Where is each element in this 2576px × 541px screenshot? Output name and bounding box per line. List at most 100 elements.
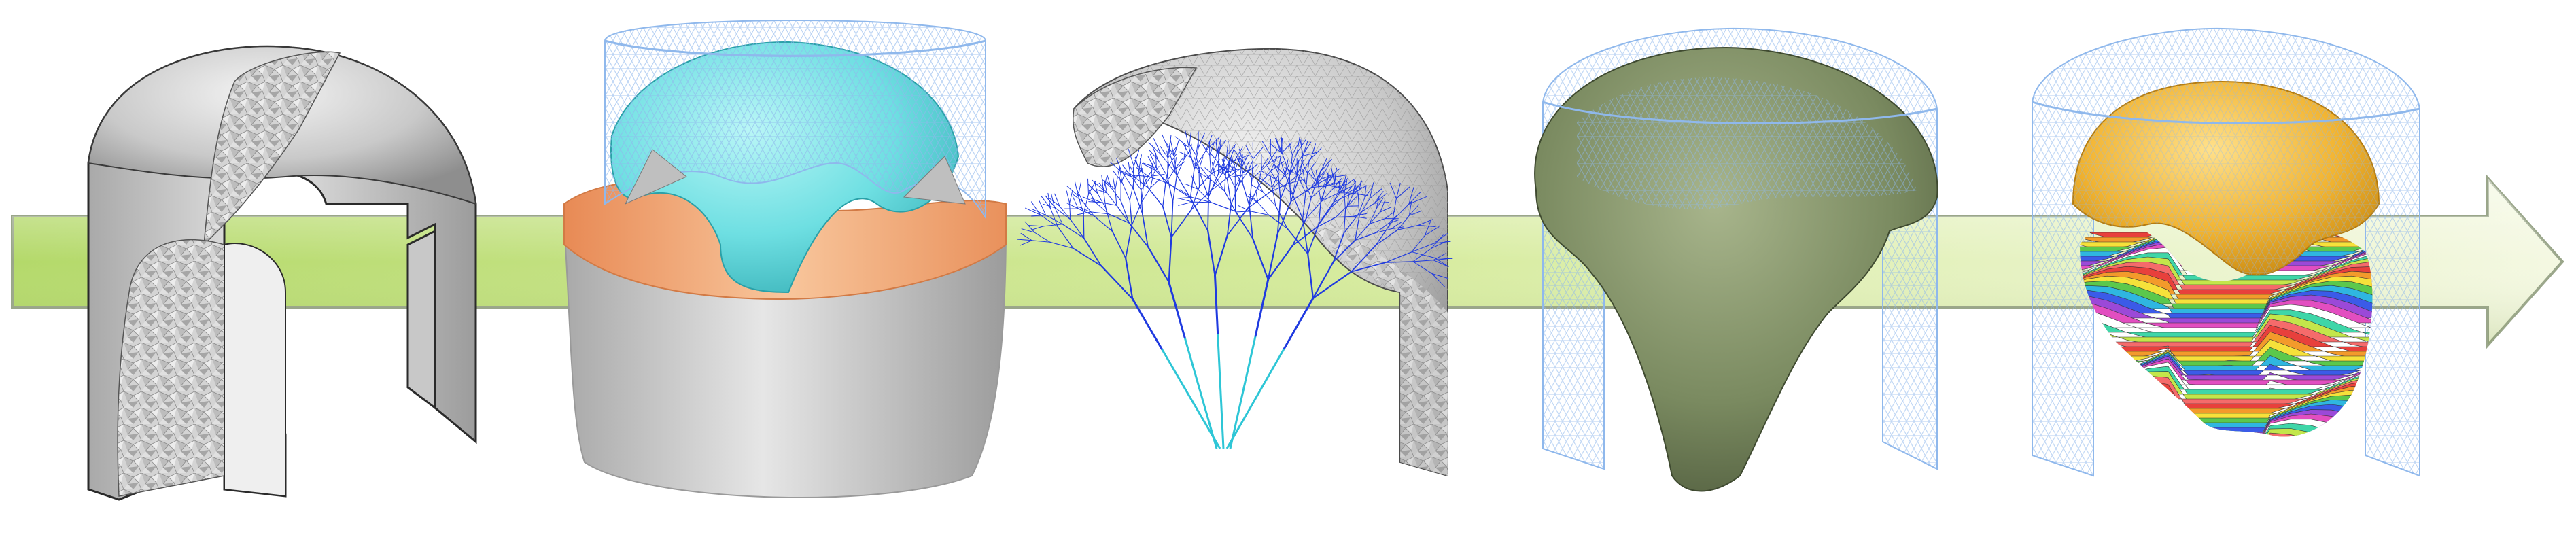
tree-branch	[1326, 173, 1335, 186]
tree-branch	[1307, 162, 1317, 174]
tree-branch	[1291, 142, 1300, 156]
tree-branch	[1107, 192, 1117, 206]
tree-trunk	[1160, 348, 1221, 449]
tree-branch	[1129, 181, 1134, 201]
tree-branch	[1183, 147, 1193, 160]
tree-branch	[1374, 193, 1387, 204]
tree-branch	[1179, 189, 1192, 198]
tree-branch	[1039, 200, 1047, 215]
tree-branch	[1166, 142, 1174, 157]
tree-branch	[1352, 192, 1369, 196]
tree-branch	[1230, 157, 1234, 170]
tree-branch	[1408, 210, 1422, 216]
tree-branch	[1177, 196, 1192, 199]
step-2-layered-dome	[563, 20, 1007, 499]
tree-branch	[1376, 229, 1399, 245]
tree-branch	[1433, 258, 1450, 261]
tree-branch	[1073, 247, 1102, 266]
tree-branch	[1343, 173, 1347, 188]
tree-branch	[1205, 137, 1219, 151]
tree-branch	[1217, 164, 1228, 173]
tree-branch	[1167, 142, 1170, 158]
tree-branch	[1431, 234, 1444, 249]
tree-branch	[1376, 220, 1393, 245]
tree-branch	[1189, 169, 1195, 198]
tree-branch	[1031, 240, 1051, 243]
tree-branch	[1359, 198, 1370, 216]
tree-branch	[1206, 230, 1216, 277]
tree-branch	[1188, 142, 1196, 156]
tree-branch	[1216, 139, 1226, 154]
tree-branch	[1234, 187, 1236, 212]
tree-branch	[1211, 202, 1236, 212]
tree-branch	[1204, 167, 1215, 177]
tree-branch	[1296, 139, 1306, 154]
tree-branch	[1302, 218, 1309, 255]
tree-branch	[1066, 190, 1071, 204]
tree-branch	[1121, 171, 1134, 189]
tree-branch	[1395, 183, 1401, 199]
tree-branch	[1168, 236, 1172, 283]
tree-branch	[1326, 170, 1330, 186]
tree-branch	[1269, 177, 1283, 193]
tree-branch	[1221, 156, 1225, 174]
tree-branch	[1094, 181, 1098, 194]
tree-branch	[1100, 202, 1117, 206]
tree-branch	[1143, 172, 1151, 184]
tree-branch	[1045, 214, 1063, 225]
tree-branch	[1122, 164, 1131, 176]
tree-branch	[1242, 183, 1250, 207]
tree-branch	[1433, 260, 1449, 267]
tree-branch	[1168, 154, 1177, 167]
tree-branch	[1266, 165, 1276, 180]
tree-branch	[1151, 173, 1165, 177]
tree-branch	[1385, 211, 1396, 220]
tree-branch	[1369, 208, 1377, 224]
tree-branch	[1316, 216, 1336, 228]
tree-branch	[1283, 167, 1298, 175]
tree-branch	[1369, 211, 1381, 224]
tree-branch	[1223, 190, 1236, 212]
tree-branch	[1226, 140, 1229, 157]
tree-branch	[1165, 165, 1170, 184]
tree-branch	[1272, 186, 1276, 207]
tree-branch	[1259, 177, 1273, 188]
tree-branch	[1141, 184, 1145, 203]
tree-branch	[1431, 273, 1446, 287]
tree-branch	[1214, 274, 1219, 334]
tree-growth-icon	[1017, 48, 1453, 477]
tree-branch	[1310, 170, 1322, 188]
step-4-green-body	[1534, 27, 1938, 492]
tree-branch	[1275, 205, 1288, 229]
tree-branch	[1040, 214, 1058, 228]
tree-branch	[1119, 167, 1123, 182]
tree-branch	[1234, 146, 1243, 162]
tree-branch	[1321, 158, 1327, 171]
tree-branch	[1178, 201, 1193, 206]
tree-branch	[1329, 180, 1343, 186]
tree-branch	[1131, 298, 1163, 350]
tree-branch	[1210, 173, 1223, 192]
tree-branch	[1088, 180, 1096, 195]
tree-branch	[1332, 239, 1356, 263]
tree-branch	[1102, 179, 1111, 188]
tree-branch	[1344, 192, 1346, 211]
tree-branch	[1412, 261, 1433, 275]
tree-branch	[1069, 203, 1071, 220]
tree-branch	[1176, 158, 1185, 177]
tree-branch	[1343, 209, 1346, 234]
tree-branch	[1197, 188, 1212, 203]
tree-branch	[1380, 207, 1392, 213]
tree-branch	[1346, 196, 1357, 207]
tree-branch	[1310, 147, 1322, 159]
tree-branch	[1418, 219, 1433, 226]
tree-branch	[1134, 160, 1143, 172]
tree-branch	[1238, 148, 1244, 163]
tree-branch	[1231, 154, 1236, 170]
tree-branch	[1087, 178, 1089, 195]
tree-branch	[1242, 167, 1254, 173]
tree-branch	[1211, 153, 1217, 173]
tree-branch	[1209, 152, 1219, 164]
tree-branch	[1296, 174, 1306, 193]
tree-branch	[1170, 201, 1174, 238]
